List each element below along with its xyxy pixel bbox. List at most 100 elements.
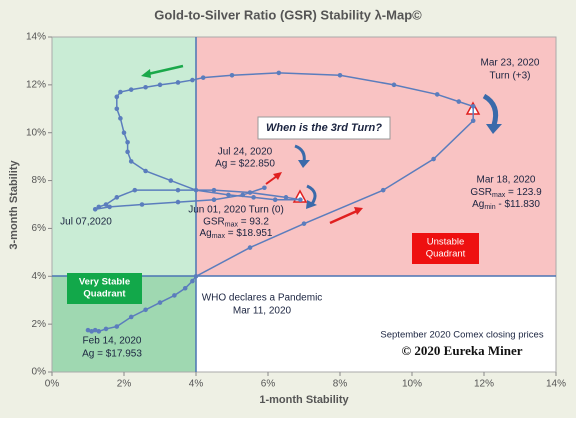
data-point	[114, 94, 120, 100]
data-point	[175, 187, 181, 193]
arrow-head	[141, 69, 151, 78]
x-axis-label: 1-month Stability	[259, 394, 349, 406]
data-point	[128, 314, 134, 320]
data-point	[434, 92, 440, 97]
annotation: Jul 24, 2020	[218, 147, 273, 158]
x-tick-label: 8%	[333, 379, 348, 390]
annotation: GSRmax = 123.9	[470, 187, 542, 199]
y-tick-label: 0%	[32, 367, 47, 378]
data-point	[272, 197, 278, 203]
data-point	[211, 187, 217, 193]
data-point	[139, 202, 145, 207]
y-tick-label: 6%	[32, 223, 47, 234]
x-tick-label: 6%	[261, 379, 276, 390]
data-point	[143, 84, 148, 90]
annotation: Quadrant	[426, 249, 466, 260]
data-point	[92, 206, 98, 212]
arrow-head	[354, 207, 363, 215]
annotation: Very Stable	[79, 277, 130, 288]
annotation-subscript: max	[492, 192, 506, 199]
data-point	[456, 99, 462, 104]
annotation-part: = $18.951	[225, 228, 273, 239]
annotation-subscript: max	[225, 221, 239, 228]
data-point	[229, 72, 235, 78]
x-tick-label: 0%	[45, 379, 60, 390]
annotation: Ag = $22.850	[215, 159, 275, 170]
data-point	[190, 278, 195, 284]
data-point	[85, 327, 91, 333]
data-point	[301, 221, 307, 226]
data-point	[103, 326, 109, 332]
data-point	[157, 82, 163, 88]
y-tick-label: 12%	[26, 79, 46, 90]
annotation: Mar 23, 2020	[481, 58, 540, 69]
turn-arrow	[482, 93, 499, 126]
data-point	[121, 130, 127, 136]
stable-region-right	[196, 276, 556, 372]
data-point	[251, 195, 256, 200]
annotation: Mar 11, 2020	[233, 306, 292, 317]
data-point	[96, 329, 102, 334]
unstable-region	[196, 37, 556, 276]
turn-arrow-head	[486, 124, 502, 134]
very-stable-box	[67, 273, 142, 304]
y-axis-label: 3-month Stability	[8, 160, 20, 250]
data-point	[143, 168, 148, 174]
annotation: When is the 3rd Turn?	[266, 122, 382, 134]
data-point	[92, 327, 98, 333]
arrow-head	[273, 172, 282, 180]
data-point	[132, 187, 138, 193]
annotation: Jun 01, 2020 Turn (0)	[188, 205, 284, 216]
annotation: September 2020 Comex closing prices	[380, 330, 543, 341]
data-point	[240, 192, 246, 198]
turn-arrow-head	[298, 160, 310, 168]
plot-frame	[51, 36, 557, 373]
data-point	[172, 293, 177, 298]
y-tick-label: 4%	[32, 271, 47, 282]
data-point	[391, 82, 397, 88]
data-point	[143, 307, 148, 313]
data-point	[226, 192, 231, 198]
data-point	[380, 187, 386, 193]
data-point	[118, 116, 123, 121]
annotation-part: GSR	[470, 187, 492, 198]
data-point	[200, 75, 206, 80]
annotation: Feb 14, 2020	[83, 336, 142, 347]
data-point	[276, 70, 282, 76]
data-point	[175, 80, 181, 85]
data-point	[118, 89, 123, 95]
annotation: Ag = $17.953	[82, 349, 142, 360]
annotation: Mar 18, 2020	[477, 175, 536, 186]
data-point	[190, 77, 195, 83]
data-point	[182, 285, 188, 291]
data-point	[96, 204, 102, 210]
data-point	[114, 106, 120, 112]
question-box	[257, 116, 391, 140]
y-tick-label: 10%	[26, 127, 46, 138]
annotation-part: = 93.2	[238, 216, 269, 227]
data-point	[211, 197, 217, 203]
data-point	[193, 273, 199, 279]
turn-arrow-head	[306, 200, 317, 209]
x-tick-label: 10%	[402, 379, 422, 390]
data-point	[470, 118, 476, 124]
data-point	[103, 202, 109, 207]
annotation: WHO declares a Pandemic	[202, 293, 323, 304]
stable-region	[52, 37, 196, 276]
annotation: Agmin - $11.830	[472, 199, 540, 211]
arrow	[265, 175, 278, 185]
annotation: Quadrant	[83, 289, 126, 300]
arrow	[147, 64, 184, 76]
annotation-part: Ag	[472, 199, 484, 210]
data-point	[193, 187, 199, 193]
data-point	[107, 204, 112, 210]
x-tick-label: 2%	[117, 379, 132, 390]
annotation: GSRmax = 93.2	[203, 216, 269, 228]
x-tick-label: 12%	[474, 379, 494, 390]
chart-title: Gold-to-Silver Ratio (GSR) Stability λ-M…	[154, 7, 422, 22]
data-point	[470, 104, 476, 109]
annotation-part: Ag	[199, 228, 211, 239]
data-point	[89, 329, 94, 334]
